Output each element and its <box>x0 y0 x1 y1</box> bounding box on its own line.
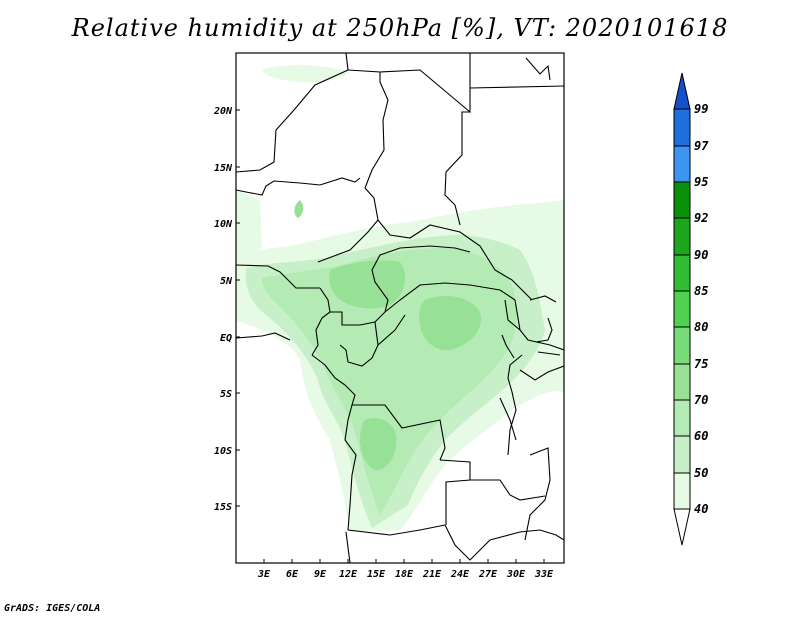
colorbar-97-99 <box>673 108 691 147</box>
rh-region-west-strip <box>236 190 262 268</box>
lat-label-15n: 15N <box>214 163 233 174</box>
lon-label-27e: 27E <box>478 569 498 580</box>
colorbar-label-92: 92 <box>694 211 708 225</box>
lon-label-33e: 33E <box>534 569 554 580</box>
colorbar <box>673 72 691 546</box>
lat-label-20n: 20N <box>213 106 233 117</box>
colorbar-90-92 <box>673 217 691 256</box>
colorbar-label-99: 99 <box>694 102 708 116</box>
colorbar-label-80: 80 <box>694 320 708 334</box>
lat-label-eq: EQ <box>220 333 232 344</box>
colorbar-60-70 <box>673 399 691 437</box>
colorbar-label-40: 40 <box>694 502 708 516</box>
longitude-axis: 3E 6E 9E 12E 15E 18E 21E 24E 27E 30E 33E <box>257 559 554 580</box>
rh-region-70-75-d <box>294 200 304 218</box>
grads-credit: GrADS: IGES/COLA <box>4 603 101 614</box>
lon-label-15e: 15E <box>367 569 386 580</box>
colorbar-40-50 <box>673 472 691 510</box>
colorbar-80-85 <box>673 290 691 328</box>
colorbar-label-60: 60 <box>694 429 708 443</box>
colorbar-label-70: 70 <box>694 393 708 407</box>
lat-label-15s: 15S <box>214 502 232 513</box>
humidity-shading <box>236 64 564 532</box>
colorbar-95-97 <box>673 145 691 183</box>
rh-region-70-75 <box>329 260 406 309</box>
rh-region-northeast <box>520 204 564 290</box>
rh-region-north <box>262 64 350 83</box>
lat-label-5s: 5S <box>220 389 232 400</box>
lon-label-6e: 6E <box>286 569 299 580</box>
lon-label-24e: 24E <box>450 569 470 580</box>
colorbar-label-85: 85 <box>694 284 708 298</box>
colorbar-label-75: 75 <box>694 357 708 371</box>
lat-label-10s: 10S <box>214 446 232 457</box>
map-frame <box>235 52 565 564</box>
lat-label-10n: 10N <box>214 219 233 230</box>
colorbar-50-60 <box>673 435 691 474</box>
colorbar-85-90 <box>673 254 691 292</box>
lon-label-30e: 30E <box>506 569 526 580</box>
lon-label-18e: 18E <box>395 569 414 580</box>
lon-label-3e: 3E <box>257 569 271 580</box>
map-title: Relative humidity at 250hPa [%], VT: 202… <box>71 14 729 42</box>
colorbar-75-80 <box>673 326 691 365</box>
colorbar-labels: 40 50 60 70 75 80 85 90 92 95 97 99 <box>694 102 709 516</box>
colorbar-70-75 <box>673 363 691 401</box>
colorbar-label-50: 50 <box>694 466 708 480</box>
lat-label-5n: 5N <box>220 276 233 287</box>
colorbar-below-40 <box>673 508 691 546</box>
colorbar-label-97: 97 <box>694 139 709 153</box>
rh-region-70-75-b <box>419 296 481 351</box>
colorbar-label-95: 95 <box>694 175 708 189</box>
lon-label-9e: 9E <box>314 569 327 580</box>
lon-label-12e: 12E <box>339 569 358 580</box>
colorbar-label-90: 90 <box>694 248 708 262</box>
colorbar-92-95 <box>673 181 691 219</box>
latitude-axis: 20N 15N 10N 5N EQ 5S 10S 15S <box>213 106 240 513</box>
country-borders <box>236 53 564 563</box>
lon-label-21e: 21E <box>422 569 442 580</box>
rh-region-70-75-c <box>360 418 397 470</box>
colorbar-above-99 <box>673 72 691 110</box>
